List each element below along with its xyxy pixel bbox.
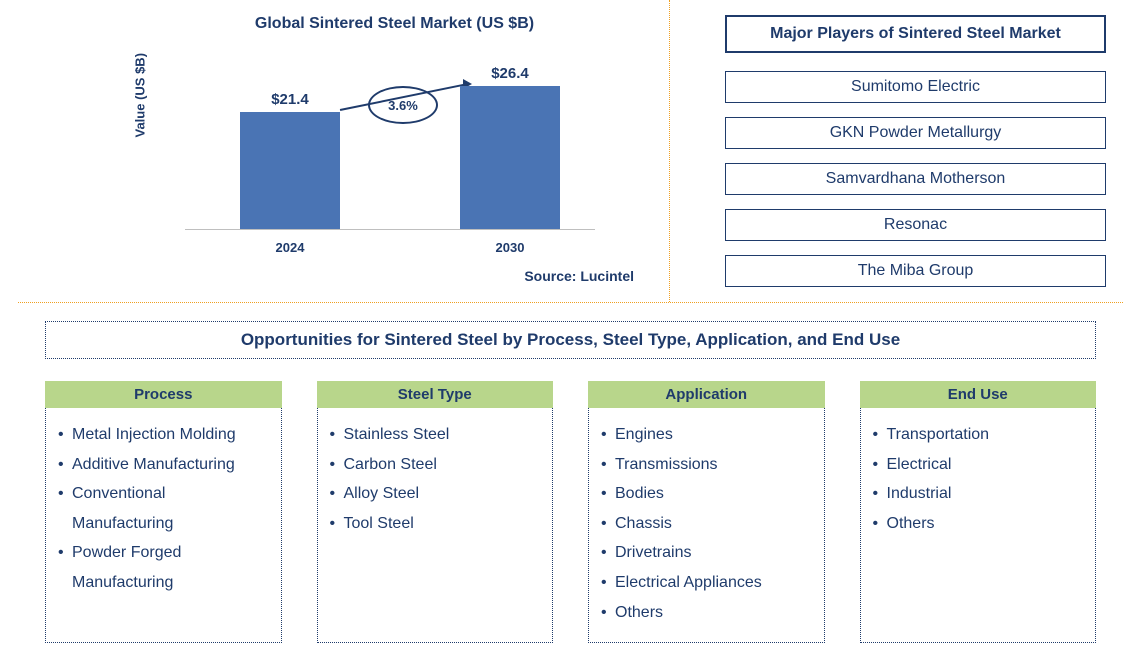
- growth-rate-ellipse: 3.6%: [368, 86, 438, 124]
- column-body: TransportationElectricalIndustrialOthers: [860, 408, 1097, 643]
- player-item: Resonac: [725, 209, 1106, 241]
- column-body: Metal Injection MoldingAdditive Manufact…: [45, 408, 282, 643]
- bar-value-label: $26.4: [460, 65, 560, 82]
- top-section: Global Sintered Steel Market (US $B) Val…: [0, 0, 1141, 302]
- list-item: Electrical Appliances: [601, 568, 814, 598]
- player-item: Sumitomo Electric: [725, 71, 1106, 103]
- opportunity-column: Application EnginesTransmissionsBodiesCha…: [588, 381, 825, 643]
- list-item: Powder Forged Manufacturing: [58, 538, 271, 597]
- growth-rate-label: 3.6%: [388, 98, 418, 113]
- list-item: Alloy Steel: [330, 479, 543, 509]
- list-item: Tool Steel: [330, 509, 543, 539]
- player-item: GKN Powder Metallurgy: [725, 117, 1106, 149]
- list-item: Others: [873, 509, 1086, 539]
- column-header: Process: [45, 381, 282, 408]
- list-item: Others: [601, 598, 814, 628]
- opportunities-section: Opportunities for Sintered Steel by Proc…: [0, 303, 1141, 653]
- chart-bar: [460, 86, 560, 229]
- bar-value-label: $21.4: [240, 91, 340, 108]
- list-item: Drivetrains: [601, 538, 814, 568]
- list-item: Bodies: [601, 479, 814, 509]
- column-body: EnginesTransmissionsBodiesChassisDrivetr…: [588, 408, 825, 643]
- column-list: TransportationElectricalIndustrialOthers: [873, 420, 1086, 538]
- opportunity-column: End Use TransportationElectricalIndustria…: [860, 381, 1097, 643]
- list-item: Stainless Steel: [330, 420, 543, 450]
- list-item: Metal Injection Molding: [58, 420, 271, 450]
- list-item: Industrial: [873, 479, 1086, 509]
- column-list: EnginesTransmissionsBodiesChassisDrivetr…: [601, 420, 814, 627]
- list-item: Carbon Steel: [330, 450, 543, 480]
- opportunity-column: Steel Type Stainless SteelCarbon SteelAll…: [317, 381, 554, 643]
- column-list: Stainless SteelCarbon SteelAlloy SteelTo…: [330, 420, 543, 538]
- player-item: The Miba Group: [725, 255, 1106, 287]
- opportunities-header: Opportunities for Sintered Steel by Proc…: [45, 321, 1096, 359]
- list-item: Electrical: [873, 450, 1086, 480]
- opportunity-column: Process Metal Injection MoldingAdditive M…: [45, 381, 282, 643]
- list-item: Additive Manufacturing: [58, 450, 271, 480]
- opportunities-columns: Process Metal Injection MoldingAdditive M…: [45, 381, 1096, 643]
- major-players-header: Major Players of Sintered Steel Market: [725, 15, 1106, 53]
- chart-bar: [240, 112, 340, 229]
- source-label: Source: Lucintel: [524, 268, 634, 284]
- y-axis-label: Value (US $B): [133, 53, 148, 138]
- major-players-list: Sumitomo Electric GKN Powder Metallurgy Sa…: [725, 71, 1106, 287]
- chart-title: Global Sintered Steel Market (US $B): [0, 0, 669, 33]
- column-header: Application: [588, 381, 825, 408]
- column-header: Steel Type: [317, 381, 554, 408]
- bar-chart: 3.6% $21.4 2024 $26.4 2030: [185, 55, 595, 255]
- column-list: Metal Injection MoldingAdditive Manufact…: [58, 420, 271, 598]
- column-header: End Use: [860, 381, 1097, 408]
- column-body: Stainless SteelCarbon SteelAlloy SteelTo…: [317, 408, 554, 643]
- list-item: Engines: [601, 420, 814, 450]
- list-item: Transportation: [873, 420, 1086, 450]
- list-item: Chassis: [601, 509, 814, 539]
- player-item: Samvardhana Motherson: [725, 163, 1106, 195]
- list-item: Transmissions: [601, 450, 814, 480]
- bar-year-label: 2024: [240, 240, 340, 255]
- bar-year-label: 2030: [460, 240, 560, 255]
- list-item: Conventional Manufacturing: [58, 479, 271, 538]
- major-players-panel: Major Players of Sintered Steel Market S…: [670, 0, 1141, 302]
- chart-axis-line: [185, 229, 595, 230]
- chart-area: Global Sintered Steel Market (US $B) Val…: [0, 0, 670, 302]
